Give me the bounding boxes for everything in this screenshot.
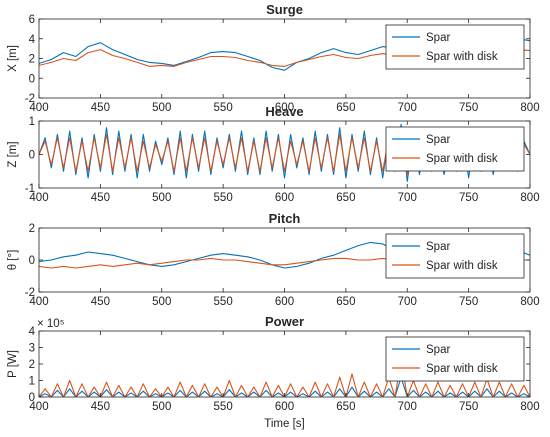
surge-ytick-label: -2 [25,93,35,105]
heave-ytick-label: 1 [29,116,35,128]
pitch-xtick-label: 800 [520,296,539,308]
power-xtick-label: 550 [214,401,233,413]
surge-title: Surge [266,2,303,17]
power-title: Power [265,314,304,329]
heave-legend-label-spar: Spar [426,134,450,146]
pitch-title: Pitch [269,211,301,226]
power-legend-label-spar: Spar [426,344,450,356]
heave-xtick-label: 550 [214,192,233,204]
power-series-spar-with-disk-line [39,358,530,397]
surge-xtick-label: 750 [459,102,478,114]
pitch-ylabel: θ [°] [7,250,19,271]
power-xtick-label: 500 [152,401,171,413]
pitch-xtick-label: 650 [336,296,355,308]
pitch-xtick-label: 400 [29,296,48,308]
heave-xtick-label: 800 [520,192,539,204]
surge-legend-box [385,24,525,70]
surge-xtick-label: 400 [29,102,48,114]
pitch-ytick-label: 2 [29,223,35,235]
power-xtick-label: 800 [520,401,539,413]
power-xtick-label: 450 [91,401,110,413]
heave-xtick-label: 600 [275,192,294,204]
power-xtick-label: 750 [459,401,478,413]
power-series-spar-line [39,376,530,397]
heave-xtick-label: 650 [336,192,355,204]
pitch-legend-label-spar: Spar [426,241,450,253]
pitch-xtick-label: 500 [152,296,171,308]
heave-xtick-label: 750 [459,192,478,204]
surge-ytick-label: 2 [29,54,35,66]
heave-legend-label-spar-with-disk: Spar with disk [426,153,498,165]
surge-xtick-label: 450 [91,102,110,114]
heave-xtick-label: 400 [29,192,48,204]
pitch-xtick-label: 600 [275,296,294,308]
surge-legend-label-spar-with-disk: Spar with disk [426,51,498,63]
surge-xtick-label: 500 [152,102,171,114]
surge-ytick-label: 4 [29,34,36,46]
heave-ytick-label: 0 [29,150,35,162]
pitch-ytick-label: 0 [29,255,35,267]
power-ytick-label: 2 [29,359,35,371]
pitch-legend-label-spar-with-disk: Spar with disk [426,260,498,272]
heave-ylabel: Z [m] [7,141,19,167]
power-legend-box [385,336,525,382]
pitch-legend-box [385,233,525,279]
x-axis-label: Time [s] [264,418,304,430]
power-legend-label-spar-with-disk: Spar with disk [426,363,498,375]
power-ylabel: P [W] [7,350,19,378]
power-exponent-label: × 10⁵ [37,318,65,330]
heave-title: Heave [265,104,303,119]
surge-ytick-label: 0 [29,73,35,85]
heave-ytick-label: -1 [25,183,35,195]
power-xtick-label: 700 [398,401,417,413]
power-xtick-label: 400 [29,401,48,413]
power-ytick-label: 3 [29,343,35,355]
power-xtick-label: 600 [275,401,294,413]
pitch-xtick-label: 750 [459,296,478,308]
heave-xtick-label: 450 [91,192,110,204]
surge-ytick-label: 6 [29,14,35,26]
pitch-xtick-label: 550 [214,296,233,308]
power-ytick-label: 4 [29,326,36,338]
pitch-ytick-label: -2 [25,287,35,299]
surge-xtick-label: 800 [520,102,539,114]
surge-xtick-label: 600 [275,102,294,114]
surge-xtick-label: 550 [214,102,233,114]
heave-xtick-label: 500 [152,192,171,204]
surge-legend-label-spar: Spar [426,32,450,44]
surge-xtick-label: 700 [398,102,417,114]
heave-xtick-label: 700 [398,192,417,204]
surge-ylabel: X [m] [7,45,19,72]
heave-legend-box [385,126,525,172]
power-xtick-label: 650 [336,401,355,413]
pitch-xtick-label: 450 [91,296,110,308]
surge-xtick-label: 650 [336,102,355,114]
power-ytick-label: 1 [29,376,35,388]
pitch-xtick-label: 700 [398,296,417,308]
power-ytick-label: 0 [29,392,35,404]
